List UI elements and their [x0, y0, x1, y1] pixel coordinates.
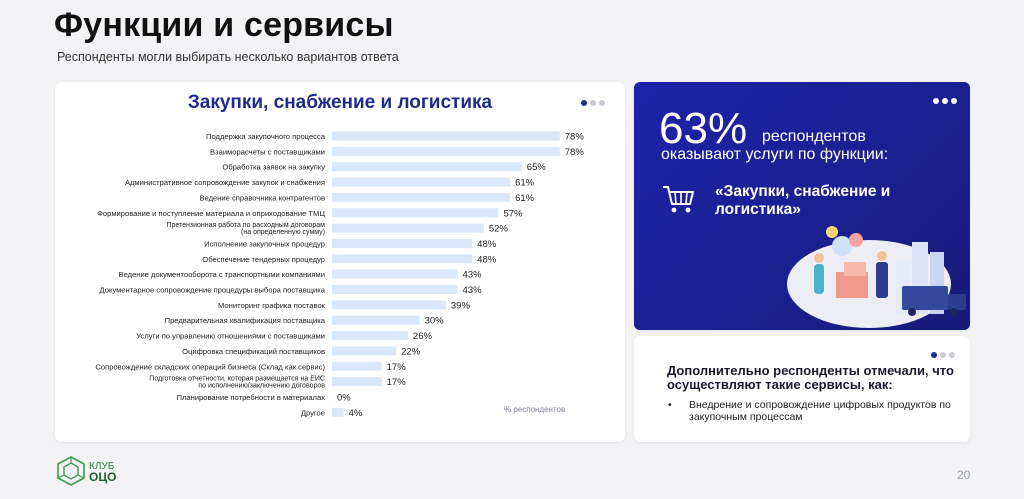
chart-category-label: Обработка заявок на закупку — [222, 163, 325, 172]
chart-bar — [332, 331, 408, 341]
chart-value-label: 0% — [337, 392, 351, 403]
shopping-cart-icon — [663, 186, 694, 213]
chart-bar — [332, 162, 522, 172]
pagination-dots[interactable] — [581, 100, 605, 106]
chart-category-label: Ведение документооборота с транспортными… — [119, 270, 325, 279]
highlight-dot-1[interactable] — [933, 98, 939, 104]
chart-category-label: Ведение справочника контрагентов — [199, 193, 325, 202]
highlight-dot-2[interactable] — [942, 98, 948, 104]
highlight-line-1: респондентов — [762, 128, 866, 145]
extra-title: Дополнительно респонденты отмечали, что … — [667, 363, 954, 392]
extra-list-item: Внедрение и сопровождение цифровых проду… — [667, 399, 970, 423]
page-number: 20 — [957, 468, 971, 482]
chart-value-label: 43% — [463, 270, 483, 281]
chart-value-label: 48% — [477, 254, 497, 265]
chart-axis-note: % респондентов — [504, 405, 565, 414]
club-oco-logo — [57, 456, 85, 486]
chart-value-label: 52% — [489, 224, 509, 235]
page-title: Функции и сервисы — [54, 6, 394, 44]
pagination-dot-3[interactable] — [599, 100, 605, 106]
chart-bar — [332, 315, 420, 325]
chart-category-label: Исполнение закупочных процедур — [204, 239, 325, 248]
chart-value-label: 43% — [463, 285, 483, 296]
chart-category-label: Документарное сопровождение процедуры вы… — [100, 286, 326, 295]
highlight-percent: 63% — [659, 104, 748, 153]
chart-bar — [332, 269, 458, 279]
chart-category-label: Претензионная работа по расходным догово… — [166, 221, 325, 229]
chart-bar — [332, 238, 473, 248]
chart-value-label: 39% — [451, 300, 471, 311]
extra-dot-1[interactable] — [931, 352, 937, 358]
chart-bar — [332, 254, 473, 264]
chart-category-label: Взаиморасчеты с поставщиками — [210, 147, 325, 156]
chart-bar — [332, 192, 511, 202]
chart-value-label: 26% — [413, 331, 433, 342]
chart-category-label: Административное сопровождение закупок и… — [125, 178, 325, 187]
chart-category-label: Обеспечение тендерных процедур — [202, 255, 325, 264]
chart-bar — [332, 208, 499, 218]
chart-bar — [332, 146, 560, 156]
logistics-illustration — [787, 226, 966, 328]
chart-title: Закупки, снабжение и логистика — [187, 92, 493, 113]
chart-card: Закупки, снабжение и логистика 78% Поддер… — [55, 82, 625, 442]
chart-value-label: 65% — [527, 162, 547, 173]
chart-category-label: Услуги по управлению отношениями с поста… — [136, 332, 325, 341]
chart-bar — [332, 131, 560, 141]
chart-category-label: Формирование и поступление материала и о… — [97, 209, 325, 218]
page-subtitle: Респонденты могли выбирать несколько вар… — [57, 50, 399, 64]
highlight-line-2: оказывают услуги по функции: — [661, 146, 889, 163]
chart-category-label: Поддержка закупочного процесса — [206, 132, 326, 141]
chart-category-label: Мониторинг графика поставок — [218, 301, 326, 310]
highlight-dots[interactable] — [933, 98, 957, 104]
logo-text: КЛУБ ОЦО — [89, 461, 116, 484]
bar-chart: 78% Поддержка закупочного процесса 78% Взаи… — [95, 131, 585, 419]
chart-bar — [332, 177, 511, 187]
logo-line-1: КЛУБ — [89, 461, 115, 472]
extra-services-card: Дополнительно респонденты отмечали, что … — [634, 336, 970, 442]
chart-bar — [332, 300, 446, 310]
chart-value-label: 30% — [425, 316, 445, 327]
chart-value-label: 4% — [349, 408, 363, 419]
extra-dot-2[interactable] — [940, 352, 946, 358]
extra-dot-3[interactable] — [949, 352, 955, 358]
extra-list: Внедрение и сопровождение цифровых проду… — [667, 399, 970, 423]
chart-value-label: 78% — [565, 132, 585, 143]
highlight-card: 63% респондентов оказывают услуги по фун… — [634, 82, 970, 330]
chart-bar — [332, 377, 382, 387]
highlight-function: «Закупки, снабжение и логистика» — [715, 183, 891, 218]
chart-category-label: (на определенную сумму) — [241, 229, 325, 236]
chart-value-label: 61% — [515, 193, 535, 204]
chart-value-label: 48% — [477, 239, 497, 250]
chart-category-label: Предварительная квалификация поставщика — [165, 316, 326, 325]
chart-value-label: 17% — [387, 377, 407, 388]
pagination-dot-1[interactable] — [581, 100, 587, 106]
chart-bar — [332, 407, 344, 417]
chart-value-label: 78% — [565, 147, 585, 158]
chart-value-label: 61% — [515, 178, 535, 189]
chart-bar — [332, 346, 397, 356]
chart-category-label: Другое — [301, 408, 325, 417]
chart-category-label: Сопровождение складских операций бизнеса… — [95, 362, 325, 371]
chart-category-label: Оцифровка спецификаций поставщиков — [182, 347, 325, 356]
chart-category-label: Планирование потребности в материалах — [176, 393, 325, 402]
chart-bar — [332, 361, 382, 371]
chart-category-label: по исполнению/заключению договоров — [198, 383, 325, 390]
chart-category-label: Подготовка отчетности, которая размещает… — [149, 376, 325, 383]
pagination-dot-2[interactable] — [590, 100, 596, 106]
chart-value-label: 22% — [401, 346, 421, 357]
chart-bar — [332, 223, 484, 233]
extra-dots[interactable] — [931, 352, 955, 358]
chart-value-label: 57% — [503, 208, 523, 219]
logo-line-2: ОЦО — [89, 470, 117, 484]
highlight-dot-3[interactable] — [951, 98, 957, 104]
chart-bar — [332, 285, 458, 294]
chart-value-label: 17% — [387, 362, 407, 373]
